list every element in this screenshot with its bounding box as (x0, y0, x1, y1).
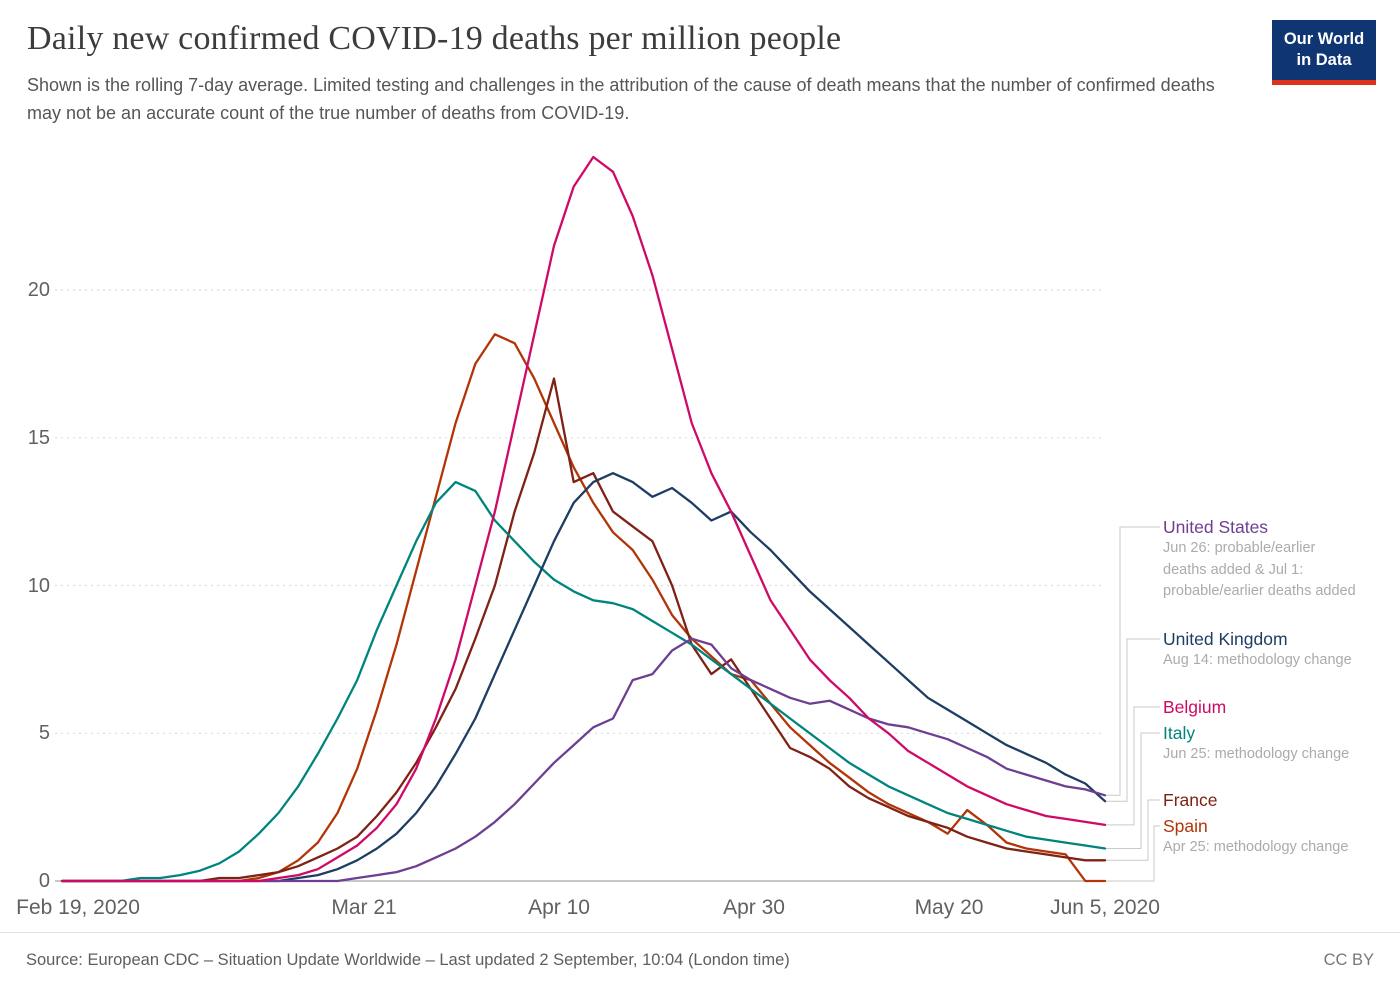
owid-logo-line2: in Data (1296, 51, 1352, 70)
owid-logo-line1: Our World (1283, 30, 1365, 48)
license-link[interactable]: CC BY (1323, 951, 1374, 969)
legend-label-united-kingdom[interactable]: United Kingdom (1163, 629, 1288, 649)
legend-note-united-states: Jun 26: probable/earlier deaths added & … (1163, 540, 1356, 599)
legend-united-kingdom: United Kingdom Aug 14: methodology chang… (1163, 628, 1361, 672)
chart-subtitle: Shown is the rolling 7-day average. Limi… (27, 75, 1215, 123)
y-tick-15: 15 (27, 427, 50, 449)
legend-note-united-kingdom: Aug 14: methodology change (1163, 652, 1352, 668)
y-tick-5: 5 (38, 722, 50, 744)
x-tick-feb19: Feb 19, 2020 (16, 896, 140, 919)
chart-area: 0 5 10 15 20 Feb 19, 2020 Mar 21 Apr 10 … (0, 140, 1400, 932)
line-chart[interactable] (0, 140, 1162, 932)
y-tick-10: 10 (27, 575, 50, 597)
legend-italy: Italy Jun 25: methodology change (1163, 722, 1361, 766)
legend-label-spain[interactable]: Spain (1163, 816, 1208, 836)
legend-label-united-states[interactable]: United States (1163, 517, 1269, 537)
x-tick-jun5: Jun 5, 2020 (1050, 896, 1160, 919)
x-tick-apr30: Apr 30 (723, 896, 785, 919)
legend-belgium: Belgium (1163, 696, 1361, 718)
footer: Source: European CDC – Situation Update … (0, 932, 1400, 988)
y-tick-0: 0 (38, 870, 50, 892)
legend-united-states: United States Jun 26: probable/earlier d… (1163, 516, 1361, 603)
legend-label-italy[interactable]: Italy (1163, 723, 1196, 743)
legend-label-france[interactable]: France (1163, 790, 1218, 810)
legend-france: France (1163, 789, 1361, 811)
source-note: Source: European CDC – Situation Update … (26, 951, 790, 969)
legend-note-spain: Apr 25: methodology change (1163, 839, 1349, 855)
y-tick-20: 20 (27, 279, 50, 301)
legend-note-italy: Jun 25: methodology change (1163, 746, 1350, 762)
x-tick-apr10: Apr 10 (528, 896, 590, 919)
x-tick-may20: May 20 (914, 896, 984, 919)
owid-logo[interactable]: Our World in Data (1272, 20, 1376, 85)
page-title: Daily new confirmed COVID-19 deaths per … (27, 20, 842, 57)
legend-spain: Spain Apr 25: methodology change (1163, 815, 1361, 859)
x-tick-mar21: Mar 21 (331, 896, 397, 919)
legend-label-belgium[interactable]: Belgium (1163, 697, 1227, 717)
